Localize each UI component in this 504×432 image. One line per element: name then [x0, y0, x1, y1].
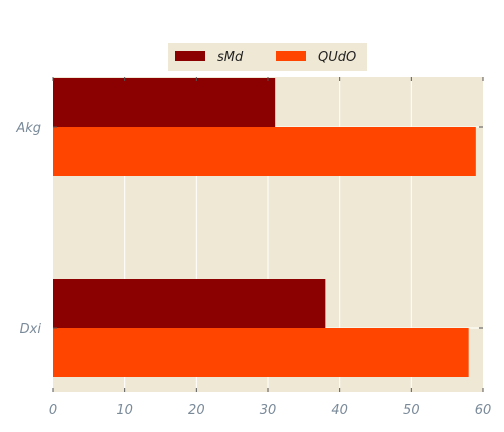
legend-label-smd: sMd	[217, 50, 244, 65]
x-tick-label: 30	[260, 403, 277, 418]
bar-qudo-akg	[53, 127, 476, 176]
legend-swatch-qudo	[276, 51, 306, 61]
x-tick-label: 20	[188, 403, 205, 418]
legend: sMd QUdO	[168, 43, 367, 71]
y-tick-label: Dxi	[20, 322, 42, 337]
y-tick-label: Akg	[15, 121, 41, 136]
legend-swatch-smd	[175, 51, 205, 61]
x-tick-label: 0	[49, 403, 57, 418]
legend-label-qudo: QUdO	[318, 50, 356, 65]
bars	[53, 78, 476, 377]
axes: 0 10 20 30 40 50 60 Akg Dxi	[15, 77, 491, 418]
bar-smd-dxi	[53, 279, 326, 328]
bar-qudo-dxi	[53, 328, 469, 377]
x-tick-label: 40	[331, 403, 348, 418]
bar-smd-akg	[53, 78, 276, 127]
x-tick-label: 50	[403, 403, 420, 418]
x-tick-label: 10	[116, 403, 133, 418]
x-tick-label: 60	[475, 403, 492, 418]
